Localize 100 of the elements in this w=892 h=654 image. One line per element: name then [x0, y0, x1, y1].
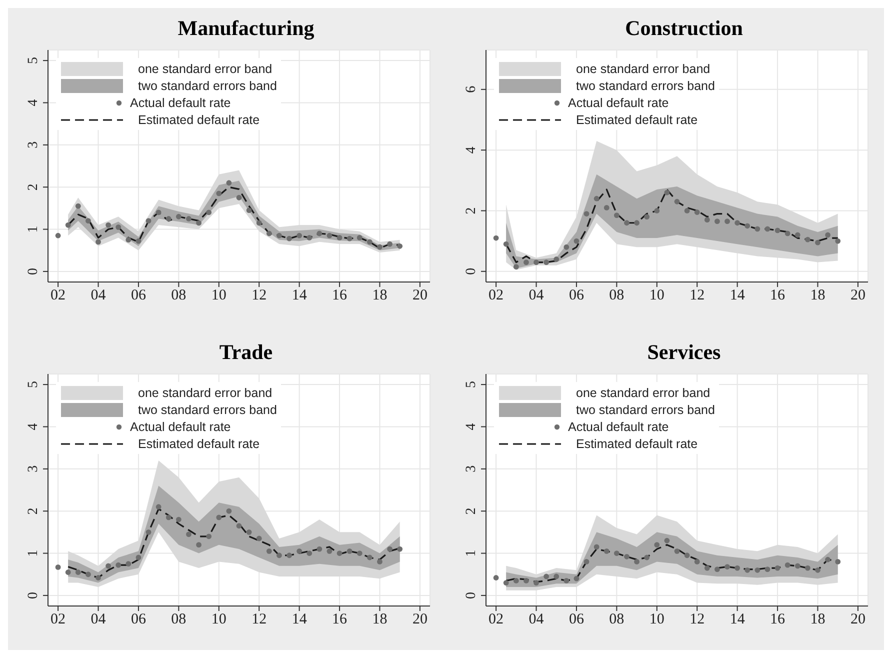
- point: [246, 529, 252, 535]
- y-tick-label: 3: [26, 465, 41, 472]
- point: [684, 208, 690, 214]
- point: [654, 208, 660, 214]
- point: [825, 232, 830, 238]
- point: [724, 218, 730, 224]
- point: [226, 508, 232, 514]
- y-tick-label: 0: [26, 268, 41, 275]
- legend-label: two standard errors band: [576, 78, 715, 92]
- y-tick-label: 0: [26, 592, 41, 599]
- x-tick-label: 04: [528, 612, 544, 628]
- x-tick-label: 04: [90, 612, 106, 628]
- x-tick-label: 04: [528, 288, 544, 304]
- point: [146, 218, 152, 224]
- point: [594, 544, 600, 550]
- point: [634, 559, 640, 564]
- point: [206, 534, 212, 540]
- point: [734, 565, 740, 571]
- x-tick-label: 20: [850, 612, 866, 628]
- point: [65, 222, 71, 228]
- point: [86, 572, 91, 578]
- point: [744, 567, 750, 573]
- x-tick-label: 20: [850, 288, 866, 304]
- point: [156, 210, 162, 216]
- point: [503, 580, 509, 586]
- point: [136, 238, 142, 244]
- x-tick-label: 18: [810, 288, 826, 304]
- point: [186, 532, 192, 537]
- point: [296, 232, 302, 238]
- point: [166, 514, 172, 520]
- point: [614, 550, 620, 556]
- point: [564, 244, 570, 250]
- point: [674, 198, 680, 204]
- point: [764, 226, 770, 232]
- legend-label: two standard errors band: [576, 402, 715, 416]
- point: [366, 554, 372, 560]
- point: [704, 565, 710, 571]
- point: [664, 190, 670, 196]
- x-tick-label: 10: [211, 612, 226, 628]
- point: [524, 260, 529, 265]
- x-tick-label: 18: [810, 612, 826, 628]
- point: [714, 218, 720, 224]
- legend-label: one standard error band: [576, 386, 710, 400]
- point: [256, 220, 262, 226]
- point: [106, 563, 112, 569]
- point: [754, 226, 760, 232]
- point: [534, 580, 539, 586]
- point: [544, 574, 550, 580]
- y-tick-label: 2: [464, 508, 479, 515]
- y-tick-label: 1: [26, 226, 41, 233]
- y-tick-label: 0: [464, 268, 479, 275]
- legend-label: two standard errors band: [138, 78, 277, 92]
- point: [524, 578, 529, 584]
- point: [306, 550, 312, 556]
- point: [397, 243, 403, 249]
- x-tick-label: 16: [770, 288, 786, 304]
- point: [654, 542, 660, 548]
- point: [356, 235, 362, 240]
- x-tick-label: 10: [649, 288, 664, 304]
- x-tick-label: 18: [372, 612, 388, 628]
- point: [634, 220, 640, 226]
- point: [644, 214, 650, 220]
- legend-label: two standard errors band: [138, 402, 277, 416]
- point: [336, 235, 342, 240]
- point: [296, 548, 302, 554]
- y-tick-label: 3: [26, 141, 41, 148]
- point: [55, 232, 61, 238]
- y-tick-label: 4: [26, 99, 41, 106]
- point: [326, 232, 332, 238]
- point: [724, 564, 730, 570]
- point: [674, 548, 680, 554]
- point: [246, 208, 252, 213]
- y-tick-label: 3: [464, 465, 479, 472]
- y-tick-label: 5: [26, 57, 41, 64]
- point: [564, 578, 570, 584]
- point: [754, 567, 760, 573]
- point: [594, 196, 600, 202]
- point: [316, 230, 322, 236]
- point: [366, 239, 372, 245]
- point: [513, 264, 519, 270]
- y-tick-label: 4: [464, 423, 479, 430]
- point: [784, 562, 790, 568]
- x-tick-label: 10: [211, 288, 226, 304]
- point: [276, 232, 282, 238]
- point: [544, 260, 550, 265]
- legend-label: Actual default rate: [568, 96, 669, 110]
- x-tick-label: 08: [171, 612, 186, 628]
- x-tick-label: 02: [488, 288, 504, 304]
- point: [286, 236, 292, 242]
- point: [146, 529, 152, 535]
- point: [216, 190, 222, 196]
- y-tick-label: 6: [464, 86, 479, 93]
- x-tick-label: 16: [332, 288, 348, 304]
- point: [216, 514, 222, 520]
- point: [714, 566, 720, 572]
- x-tick-label: 14: [292, 612, 308, 628]
- x-tick-label: 08: [609, 612, 624, 628]
- point: [644, 554, 650, 560]
- point: [554, 256, 560, 262]
- point: [86, 218, 91, 224]
